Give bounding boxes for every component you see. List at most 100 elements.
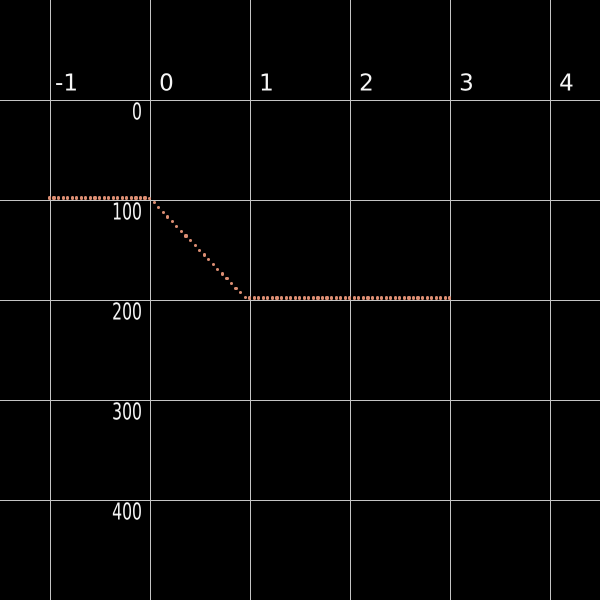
data-point-dot [257, 296, 261, 300]
data-point-dot [316, 296, 320, 300]
data-point-dot [239, 291, 243, 295]
data-point-dot [325, 296, 329, 300]
data-point-dot [243, 296, 247, 300]
data-point-dot [157, 205, 161, 210]
data-point-dot [143, 196, 147, 200]
data-point-dot [248, 296, 252, 300]
data-point-dot [393, 296, 397, 300]
data-point-dot [88, 196, 93, 200]
data-point-dot [166, 215, 170, 219]
data-point-dot [107, 196, 111, 200]
data-point-dot [61, 196, 65, 200]
y-tick-label: 400 [111, 499, 142, 526]
data-point-dot [148, 196, 152, 200]
data-point-dot [52, 196, 56, 200]
data-point-dot [202, 253, 206, 257]
data-point-dot [293, 296, 297, 300]
y-tick-label: 200 [111, 299, 142, 326]
x-tick-label: 3 [459, 70, 474, 97]
data-point-dot [261, 296, 265, 300]
data-point-dot [152, 201, 156, 205]
data-point-dot [198, 248, 202, 252]
data-point-dot [289, 296, 293, 300]
data-point-dot [111, 196, 115, 200]
data-point-dot [102, 196, 106, 200]
y-tick-label: 300 [111, 399, 142, 426]
data-point-dot [370, 296, 375, 300]
data-point-dot [57, 196, 61, 200]
x-tick-label: 1 [259, 70, 274, 97]
data-point-dot [188, 239, 193, 243]
data-point-dot [170, 220, 174, 224]
data-point-dot [439, 296, 443, 300]
data-point-dot [389, 296, 393, 300]
data-point-dot [416, 296, 420, 300]
data-point-dot [161, 210, 165, 214]
data-point-dot [252, 296, 256, 300]
data-point-dot [330, 296, 334, 300]
data-point-dot [430, 296, 434, 300]
data-point-dot [298, 296, 302, 300]
data-point-dot [421, 296, 425, 300]
data-point-dot [434, 296, 438, 300]
data-point-dot [284, 296, 288, 300]
data-point-dot [361, 296, 366, 300]
x-tick-label: -1 [55, 70, 78, 97]
data-point-dot [75, 196, 79, 200]
data-point-dot [93, 196, 97, 200]
data-point-dot [384, 296, 388, 300]
data-point-dot [184, 234, 188, 238]
data-point-dot [266, 296, 270, 300]
y-gridline [0, 500, 600, 501]
data-point-dot [320, 296, 325, 300]
y-gridline [0, 200, 600, 201]
data-point-dot [352, 296, 356, 300]
data-point-dot [402, 296, 406, 300]
data-point-dot [179, 229, 184, 233]
data-point-dot [343, 296, 347, 300]
data-point-dot [311, 296, 315, 300]
data-point-dot [411, 296, 416, 300]
data-point-dot [229, 281, 234, 285]
y-tick-label: 0 [131, 99, 142, 126]
data-point-dot [175, 224, 179, 229]
data-point-dot [270, 296, 275, 300]
data-point-dot [97, 196, 102, 200]
data-point-dot [225, 277, 229, 281]
data-point-dot [193, 243, 197, 248]
y-tick-label: 100 [111, 199, 142, 226]
data-point-dot [425, 296, 429, 300]
data-point-dot [234, 286, 238, 290]
data-point-dot [279, 296, 284, 300]
data-point-dot [407, 296, 411, 300]
data-point-dot [125, 196, 129, 200]
y-gridline [0, 100, 600, 101]
data-point-dot [398, 296, 402, 300]
data-point-dot [207, 258, 211, 262]
data-point-dot [366, 296, 370, 300]
data-point-dot [307, 296, 311, 300]
data-point-dot [134, 196, 138, 200]
y-gridline [0, 400, 600, 401]
data-point-dot [302, 296, 306, 300]
data-point-dot [380, 296, 384, 300]
data-point-dot [47, 196, 52, 200]
data-point-dot [448, 296, 452, 300]
data-point-dot [375, 296, 379, 300]
data-point-dot [348, 296, 352, 300]
data-point-dot [129, 196, 133, 200]
data-point-dot [275, 296, 279, 300]
x-tick-label: 2 [359, 70, 374, 97]
data-point-dot [443, 296, 447, 300]
data-point-dot [138, 196, 143, 200]
data-point-dot [66, 196, 70, 200]
data-point-dot [220, 272, 224, 276]
data-point-dot [120, 196, 124, 200]
data-point-dot [70, 196, 74, 200]
data-point-dot [334, 296, 338, 300]
data-point-dot [79, 196, 83, 200]
data-point-dot [357, 296, 361, 300]
data-point-dot [339, 296, 343, 300]
x-tick-label: 0 [159, 70, 174, 97]
